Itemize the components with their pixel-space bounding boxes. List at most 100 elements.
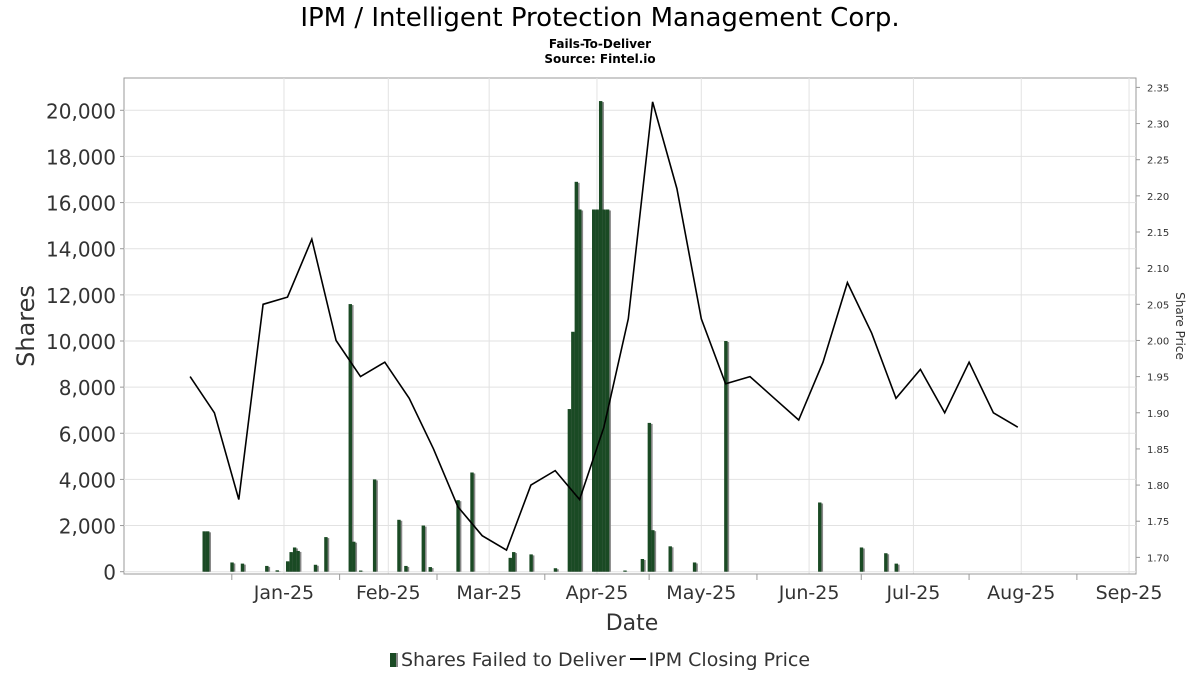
- ftd-bar: [724, 340, 728, 572]
- ftd-bar: [553, 568, 558, 572]
- x-tick-label: Feb-25: [356, 582, 421, 604]
- chart-subtitle: Fails-To-Deliver: [548, 37, 652, 51]
- ftd-bar: [571, 331, 575, 572]
- y-axis-label: Shares: [12, 285, 40, 367]
- y-tick-label: 6,000: [59, 422, 116, 446]
- ftd-bar: [592, 209, 596, 572]
- ftd-bar: [421, 525, 426, 572]
- ftd-bar: [512, 552, 516, 572]
- y-tick-label: 18,000: [46, 145, 116, 169]
- ftd-bar: [230, 562, 234, 572]
- ftd-bar: [289, 552, 293, 572]
- y2-tick-label: 2.10: [1147, 264, 1169, 275]
- x-tick-label: May-25: [666, 582, 736, 604]
- legend-label-price: IPM Closing Price: [648, 648, 811, 671]
- ftd-bar: [202, 531, 206, 572]
- y-tick-label: 20,000: [46, 99, 116, 123]
- x-tick-label: Aug-25: [987, 582, 1055, 604]
- y2-tick-label: 2.20: [1147, 192, 1169, 203]
- price-line-series: [189, 101, 1019, 552]
- plot-area: [123, 77, 1137, 575]
- ftd-bar: [292, 547, 297, 572]
- y-tick-label: 4,000: [59, 468, 116, 492]
- y2-tick-label: 2.35: [1147, 83, 1169, 94]
- ftd-bar: [859, 547, 864, 572]
- y-tick-label: 2,000: [59, 515, 116, 539]
- y-tick-label: 8,000: [59, 376, 116, 400]
- x-tick-label: Sep-25: [1096, 582, 1163, 604]
- y2-tick-label: 2.30: [1147, 120, 1169, 131]
- y2-tick-label: 2.05: [1147, 300, 1169, 311]
- y2-tick-label: 2.15: [1147, 228, 1169, 239]
- ftd-bar: [578, 209, 582, 572]
- x-tick-label: Jul-25: [885, 582, 940, 604]
- y2-tick-label: 2.00: [1147, 336, 1169, 347]
- y-tick-label: 12,000: [46, 284, 116, 308]
- axes: 0 2,000 4,000 6,000 8,000 10,000 12,000 14,000 1…: [46, 83, 1169, 604]
- ftd-bar: [595, 209, 599, 572]
- ftd-bar: [668, 546, 672, 572]
- price-line: [189, 101, 1019, 552]
- x-tick-label: Jun-25: [778, 582, 840, 604]
- ftd-bar: [605, 209, 610, 572]
- ftd-bar: [529, 554, 533, 572]
- x-tick-label: Apr-25: [566, 582, 629, 604]
- legend-line-swatch: [629, 657, 646, 660]
- ftd-bar: [296, 550, 300, 572]
- ftd-bar: [205, 531, 210, 572]
- ftd-bar: [692, 562, 697, 572]
- ftd-bar: [647, 422, 652, 572]
- ftd-bar: [602, 209, 606, 572]
- y2-tick-label: 1.85: [1147, 445, 1169, 456]
- x-tick-label: Mar-25: [456, 582, 522, 604]
- ftd-bar: [285, 561, 290, 572]
- ftd-bar: [404, 565, 408, 572]
- ftd-bar: [348, 304, 352, 572]
- ftd-bar: [372, 479, 377, 572]
- bar-series: [202, 101, 900, 572]
- ftd-bar: [397, 519, 401, 572]
- x-tick-label: Jan-25: [253, 582, 314, 604]
- ftd-bar: [470, 472, 474, 572]
- ftd-bar: [623, 570, 627, 572]
- y2-tick-label: 1.75: [1147, 517, 1169, 528]
- y-tick-label: 10,000: [46, 330, 116, 354]
- ftd-bar: [640, 559, 645, 572]
- ftd-bar: [359, 570, 363, 572]
- ftd-bar: [324, 537, 328, 572]
- ftd-bar: [894, 563, 898, 572]
- ftd-bar: [265, 565, 269, 572]
- y2-tick-label: 1.80: [1147, 481, 1169, 492]
- ftd-bar: [884, 553, 888, 572]
- legend-bar-swatch: [389, 652, 398, 667]
- y2-axis-label: Share Price: [1173, 292, 1187, 360]
- ftd-bar: [598, 101, 603, 572]
- y-tick-label: 16,000: [46, 192, 116, 216]
- chart-source: Source: Fintel.io: [544, 52, 656, 66]
- grid-lines: [124, 78, 1136, 574]
- y2-tick-label: 1.90: [1147, 409, 1169, 420]
- ftd-bar: [275, 570, 279, 572]
- ftd-bar: [818, 502, 822, 572]
- ftd-bar: [456, 500, 460, 572]
- y2-tick-label: 1.70: [1147, 553, 1169, 564]
- legend-item-ftd: Shares Failed to Deliver: [389, 648, 626, 671]
- ftd-bar: [508, 557, 512, 572]
- ftd-bar: [567, 409, 572, 572]
- ftd-bar: [428, 567, 432, 572]
- ftd-bar: [240, 563, 245, 572]
- ftd-bar: [651, 530, 655, 572]
- chart-title: IPM / Intelligent Protection Management …: [300, 3, 900, 33]
- legend-item-price: IPM Closing Price: [626, 649, 810, 671]
- ftd-bar: [313, 564, 318, 572]
- y2-tick-label: 1.95: [1147, 373, 1169, 384]
- x-axis-label: Date: [606, 611, 659, 636]
- y2-tick-label: 2.25: [1147, 156, 1169, 167]
- y-tick-label: 14,000: [46, 238, 116, 262]
- ftd-bar: [352, 541, 356, 572]
- legend-label-ftd: Shares Failed to Deliver: [400, 648, 626, 671]
- legend: Shares Failed to Deliver IPM Closing Pric…: [0, 648, 1200, 671]
- y-tick-label: 0: [103, 561, 116, 585]
- ftd-bar: [574, 181, 579, 572]
